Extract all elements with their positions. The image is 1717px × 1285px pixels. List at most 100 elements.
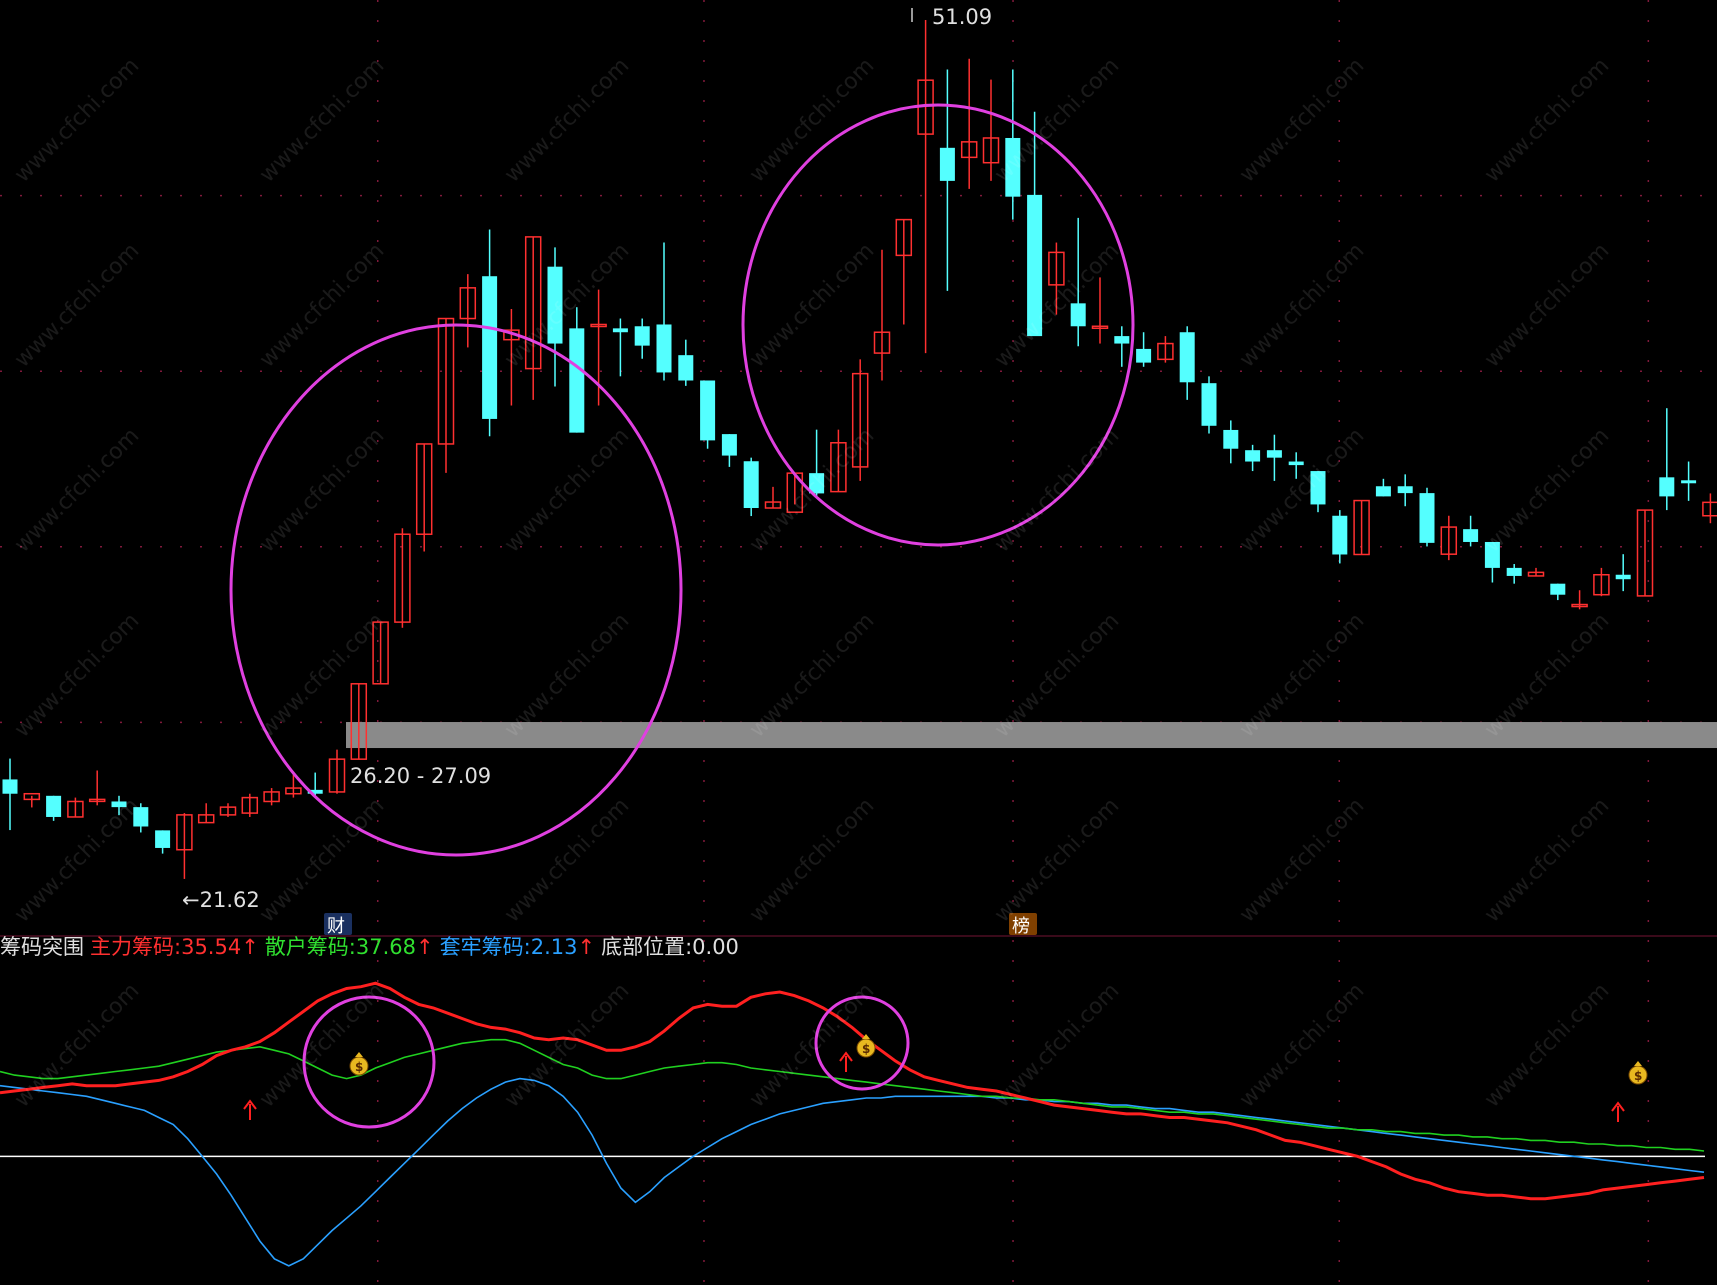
- candle-59: [1288, 452, 1304, 479]
- candle-66: [1440, 515, 1458, 561]
- candle-body-down: [1375, 486, 1391, 497]
- candle-body-up: [88, 798, 106, 803]
- candle-body-up: [67, 800, 84, 818]
- candle-body-up: [524, 236, 542, 370]
- candle-67: [1463, 515, 1479, 547]
- candle-body-up: [350, 683, 368, 760]
- candle-body-down: [547, 266, 563, 344]
- candle-body-up: [1593, 573, 1610, 596]
- marker-bang: 榜: [1009, 913, 1037, 937]
- support-zone: [346, 722, 1717, 749]
- candle-body-up: [851, 372, 869, 468]
- candle-body-down: [2, 779, 18, 794]
- candle-body-up: [1702, 501, 1717, 517]
- candle-body-down: [1419, 493, 1435, 543]
- candle-body-down: [1332, 515, 1348, 555]
- candle-body-down: [743, 461, 759, 509]
- candle-55: [1201, 376, 1217, 434]
- candle-21: [459, 274, 477, 348]
- candle-body-down: [1397, 486, 1413, 494]
- candle-body-up: [764, 501, 782, 509]
- candle-body-up: [1157, 342, 1174, 361]
- main-chip-label: 主力筹码:: [90, 935, 182, 959]
- candle-body-down: [700, 380, 716, 441]
- candle-body-up: [372, 621, 389, 685]
- candle-72: [1571, 590, 1588, 610]
- candle-body-up: [1571, 603, 1588, 608]
- candle-17: [372, 621, 389, 685]
- candle-62: [1353, 499, 1370, 556]
- candle-29: [634, 318, 650, 359]
- candle-14: [307, 772, 323, 798]
- candle-body-up: [1636, 509, 1654, 597]
- candle-8: [176, 813, 193, 879]
- retail-chip-label: 散户筹码:: [264, 935, 356, 959]
- candle-69: [1506, 564, 1522, 584]
- candle-body-down: [46, 795, 62, 817]
- candle-body-down: [809, 473, 825, 494]
- candle-body-down: [569, 328, 585, 433]
- candle-body-down: [1070, 303, 1086, 327]
- candle-body-down: [1136, 348, 1152, 363]
- candle-body-up: [437, 317, 455, 445]
- candle-57: [1245, 444, 1261, 472]
- candle-body-up: [590, 323, 607, 328]
- main-chip-value: 35.54: [181, 935, 242, 959]
- indicator-circle-1: [302, 995, 436, 1129]
- candle-body-down: [1506, 567, 1522, 576]
- candle-body-down: [1288, 461, 1304, 466]
- candle-body-up: [830, 442, 847, 493]
- annotation-circle-peak: [741, 103, 1135, 547]
- candle-body-up: [1353, 499, 1370, 556]
- annotation-circle-rally: [229, 323, 683, 857]
- candle-body-down: [1223, 429, 1239, 449]
- candle-0: [2, 758, 18, 831]
- candle-22: [482, 229, 498, 437]
- candle-4: [88, 770, 106, 806]
- buy-arrow-head: [839, 1051, 853, 1062]
- candle-56: [1223, 420, 1239, 464]
- indicator-header: 筹码突围 主力筹码:35.54↑ 散户筹码:37.68↑ 套牢筹码:2.13↑ 底部位置…: [0, 932, 1717, 962]
- candle-28: [612, 318, 628, 377]
- candle-75: [1636, 509, 1654, 597]
- candle-body-down: [307, 789, 323, 794]
- candle-25: [547, 247, 563, 387]
- candle-body-down: [678, 355, 694, 381]
- candle-71: [1550, 583, 1566, 601]
- candle-42: [917, 20, 934, 354]
- candle-body-down: [1659, 477, 1675, 497]
- candle-body-up: [241, 796, 259, 814]
- trap-chip-value: 2.13: [530, 935, 578, 959]
- candle-body-down: [656, 324, 672, 373]
- annotation-circles: [229, 8, 1135, 857]
- candle-63: [1375, 478, 1391, 497]
- main-chip-line: [0, 981, 1705, 1201]
- candle-body-down: [1463, 529, 1479, 542]
- candle-76: [1659, 408, 1675, 511]
- candle-46: [1005, 69, 1021, 220]
- candle-34: [743, 457, 759, 517]
- candle-49: [1070, 217, 1086, 347]
- buy-arrow-head: [243, 1099, 257, 1110]
- marker-cai-text: 财: [327, 916, 345, 937]
- candle-body-down: [1201, 383, 1217, 426]
- candle-body-down: [634, 326, 650, 346]
- candle-body-up: [23, 792, 41, 801]
- candle-body-down: [1114, 336, 1130, 344]
- bottom-position-value: 0.00: [692, 935, 739, 959]
- candle-body-up: [873, 331, 891, 354]
- candle-78: [1702, 493, 1717, 524]
- candle-body-up: [1048, 251, 1065, 286]
- support-zone-bar: [346, 722, 1717, 749]
- candle-18: [394, 528, 411, 628]
- bottom-position-label: 底部位置:: [601, 935, 693, 959]
- candle-74: [1615, 554, 1631, 592]
- candle-body-down: [1484, 541, 1500, 568]
- candle-body-up: [176, 814, 193, 851]
- money-bag-icon: $: [856, 1034, 876, 1058]
- indicator-name: 筹码突围: [0, 935, 84, 959]
- candle-body-down: [721, 434, 737, 456]
- candle-40: [873, 249, 891, 381]
- candle-1: [23, 792, 41, 808]
- candle-body-down: [1615, 574, 1631, 580]
